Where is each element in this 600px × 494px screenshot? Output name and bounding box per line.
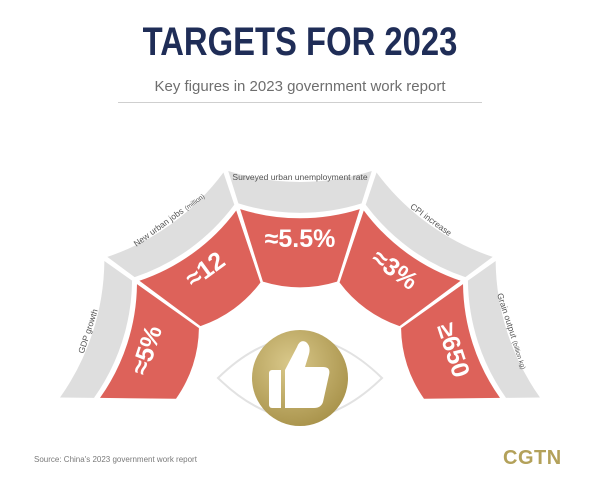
value-segment-3 [339,210,461,327]
value-segment-0 [100,284,199,399]
value-segment-1 [139,210,261,327]
outer-label-bands [60,170,540,398]
title-divider [118,102,482,103]
page-subtitle: Key figures in 2023 government work repo… [154,78,446,95]
thumbs-up-icon [252,330,348,426]
page-title: TARGETS FOR 2023 [142,20,458,64]
value-segment-4 [401,284,500,399]
label-band-2 [228,170,372,213]
value-segments [100,209,500,399]
target-label-2: Surveyed urban unemployment rate [232,172,367,182]
label-band-4 [467,260,540,398]
brand-logo: CGTN [503,447,562,469]
target-value-2: ≈5.5% [265,225,336,253]
target-label-text: Surveyed urban unemployment rate [232,172,367,182]
label-band-0 [60,260,133,398]
label-band-3 [365,172,493,278]
source-note: Source: China's 2023 government work rep… [34,455,197,464]
value-segment-2 [240,209,360,288]
label-band-1 [107,172,235,278]
